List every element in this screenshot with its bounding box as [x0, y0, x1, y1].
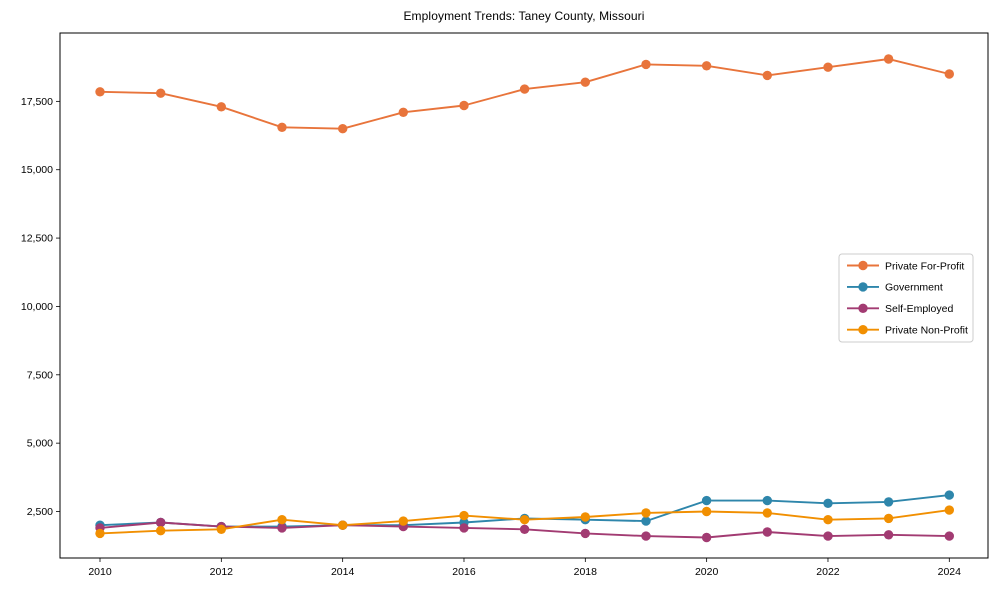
x-tick-label: 2018 [574, 566, 598, 578]
data-point-self-employed [519, 524, 530, 534]
data-point-self-employed [277, 523, 287, 533]
x-tick-label: 2010 [88, 566, 112, 578]
data-point-private-for-profit [823, 62, 833, 72]
data-point-self-employed [641, 531, 651, 541]
legend-marker [858, 325, 868, 335]
plot-border [59, 32, 989, 559]
y-tick-label: 12,500 [21, 233, 53, 245]
data-point-private-non-profit [156, 526, 166, 536]
data-point-private-for-profit [277, 122, 287, 132]
x-tick-label: 2020 [695, 566, 719, 578]
data-point-private-for-profit [701, 61, 712, 71]
data-point-private-for-profit [762, 70, 772, 81]
y-tick-label: 7,500 [27, 369, 53, 381]
data-point-private-for-profit [338, 124, 348, 134]
data-point-self-employed [883, 530, 894, 540]
data-point-private-for-profit [580, 77, 590, 87]
data-point-private-non-profit [95, 528, 105, 539]
data-point-private-non-profit [883, 513, 894, 524]
y-tick-label: 2,500 [27, 506, 53, 518]
data-point-government [701, 495, 712, 506]
legend-item-government: Government [847, 282, 943, 294]
data-point-private-for-profit [398, 107, 408, 118]
legend-label: Self-Employed [885, 303, 953, 315]
legend-marker [858, 282, 868, 292]
data-point-private-for-profit [883, 54, 894, 64]
data-point-self-employed [580, 528, 590, 539]
data-point-government [762, 495, 772, 506]
legend-item-private-for-profit: Private For-Profit [847, 260, 964, 272]
data-point-self-employed [459, 523, 469, 533]
data-point-private-non-profit [944, 505, 954, 515]
data-point-private-non-profit [701, 506, 712, 517]
legend-label: Private Non-Profit [885, 325, 968, 337]
data-point-private-for-profit [519, 84, 530, 94]
legend-marker [858, 303, 868, 313]
legend-label: Private For-Profit [885, 260, 964, 272]
data-point-private-for-profit [156, 88, 166, 98]
data-point-self-employed [944, 531, 954, 541]
data-point-government [944, 490, 954, 500]
data-point-private-non-profit [459, 510, 469, 521]
data-point-private-for-profit [944, 69, 954, 79]
legend: Private For-Profit Government Self-Employe… [838, 253, 974, 343]
series-line-private-for-profit [99, 58, 951, 130]
data-point-private-for-profit [216, 102, 226, 112]
x-tick-label: 2024 [938, 566, 962, 578]
data-point-private-non-profit [277, 515, 287, 525]
legend-label: Government [885, 282, 943, 294]
data-point-government [823, 498, 833, 508]
x-tick-label: 2014 [331, 566, 355, 578]
y-tick-label: 10,000 [21, 301, 53, 313]
data-point-private-for-profit [459, 100, 469, 111]
data-point-self-employed [823, 531, 833, 541]
data-point-private-non-profit [641, 508, 651, 518]
x-tick-label: 2012 [210, 566, 234, 578]
x-tick-label: 2016 [452, 566, 476, 578]
data-point-private-non-profit [580, 512, 590, 522]
y-tick-label: 5,000 [27, 438, 53, 450]
data-point-private-for-profit [641, 59, 651, 70]
data-point-self-employed [762, 527, 772, 537]
data-point-government [641, 516, 651, 526]
data-point-self-employed [701, 532, 712, 543]
y-tick-label: 17,500 [21, 96, 53, 108]
data-point-private-non-profit [398, 516, 408, 526]
legend-item-private-non-profit: Private Non-Profit [847, 325, 968, 337]
data-point-private-non-profit [216, 524, 226, 534]
data-point-government [883, 497, 894, 507]
y-tick-label: 15,000 [21, 164, 53, 176]
data-point-private-for-profit [95, 87, 105, 97]
legend-item-self-employed: Self-Employed [847, 303, 953, 315]
legend-marker [858, 260, 868, 271]
data-point-self-employed [156, 517, 166, 528]
data-point-private-non-profit [823, 515, 833, 525]
legend-box [838, 253, 974, 343]
data-point-private-non-profit [519, 515, 530, 525]
data-point-private-non-profit [762, 508, 772, 518]
data-point-private-non-profit [338, 520, 348, 530]
x-tick-label: 2022 [816, 566, 840, 578]
chart-title: Employment Trends: Taney County, Missour… [403, 9, 645, 23]
